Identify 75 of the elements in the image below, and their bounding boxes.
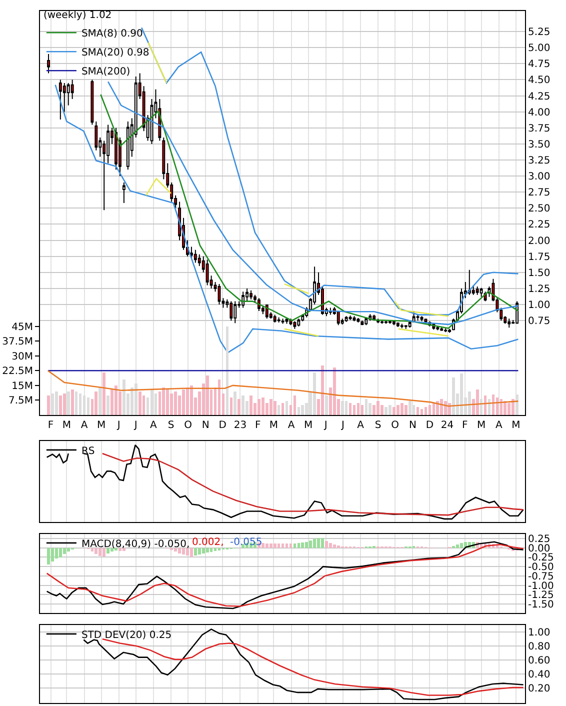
legend-label: STD DEV(20) 0.25 [81,630,172,641]
x-tick-label: D [218,420,227,431]
x-tick-label: F [254,420,261,431]
y-tick-label: -1.25 [528,590,554,602]
x-tick-label: D [426,420,434,431]
y-tick-label: 3.50 [528,139,550,150]
x-tick-label: J [340,420,344,431]
x-tick-label: N [408,420,416,431]
y-tick-label: 4.25 [528,91,550,102]
x-tick-label: 24 [440,420,454,431]
x-tick-label: N [202,420,210,431]
x-tick-label: O [184,420,192,431]
x-tick-label: O [391,420,400,431]
annotation: -0.055 [230,537,262,548]
y-tick-label: -0.25 [528,552,554,564]
y-tick-label: 5.25 [528,27,550,38]
x-tick-label: M [96,420,106,431]
x-tick-label: A [150,420,158,431]
y-tick-label: 2.50 [528,204,550,215]
y-tick-label: 0.75 [528,316,550,328]
y-tick-label: -0.75 [528,571,554,582]
legend-label: SMA(20) 0.98 [81,47,150,58]
y2-tick-label: 37.5M [2,336,33,348]
y-tick-label: 3.75 [528,123,550,134]
y-tick-label: 0.25 [528,534,550,545]
x-tick-label: J [116,420,120,431]
y-tick-label: 4.75 [528,59,550,70]
x-tick-label: A [357,420,364,431]
y-tick-label: 1.50 [528,268,550,279]
x-tick-label: S [168,420,174,431]
y-tick-label: 1.25 [528,284,550,295]
y-tick-label: 5.00 [528,43,550,54]
y-tick-label: 1.00 [528,628,550,639]
legend-label: SMA(200) [81,66,130,78]
legend-label: RS [81,446,95,457]
y-tick-label: 0.20 [528,684,550,695]
annotation: 0.002, [192,537,224,548]
x-tick-label: M [269,420,278,431]
x-tick-label: M [304,420,313,431]
x-tick-label: A [288,420,295,431]
y-tick-label: 3.00 [528,172,550,183]
y-tick-label: 2.75 [528,188,550,199]
x-tick-label: M [512,420,520,431]
x-tick-label: F [48,420,54,431]
x-tick-label: M [477,420,486,431]
y-tick-label: -1.00 [528,580,554,592]
x-tick-label: J [323,420,328,431]
legend-label: MACD(8,40,9) -0.050, [81,538,190,550]
y-tick-label: 0.80 [528,642,550,653]
legend-title: (weekly) 1.02 [43,10,112,22]
y-tick-label: 2.25 [528,220,550,231]
y-tick-label: 3.25 [528,156,550,167]
x-tick-label: S [374,420,382,431]
x-tick-label: A [495,420,502,431]
y-tick-label: 2.00 [528,236,550,247]
y2-tick-label: 22.5M [2,366,33,378]
x-tick-label: 23 [234,420,247,431]
y-tick-label: 0.00 [528,543,550,554]
y-tick-label: 0.40 [528,670,550,681]
legend-label: SMA(8) 0.90 [81,28,143,40]
y-tick-label: 4.00 [528,107,550,118]
x-tick-label: A [80,420,88,431]
x-tick-label: F [462,420,468,431]
y2-tick-label: 7.5M [8,396,33,407]
y-tick-label: 4.50 [528,75,550,86]
y2-tick-label: 45M [12,322,33,333]
y-tick-label: 1.00 [528,300,550,312]
x-tick-label: J [133,420,138,431]
y-tick-label: -1.50 [528,600,554,611]
y2-tick-label: 30M [12,351,33,362]
x-tick-label: M [62,420,71,431]
y2-tick-label: 15M [12,380,33,392]
y-tick-label: 0.60 [528,656,550,667]
y-tick-label: 1.75 [528,252,550,263]
y-tick-label: -0.50 [528,562,554,574]
